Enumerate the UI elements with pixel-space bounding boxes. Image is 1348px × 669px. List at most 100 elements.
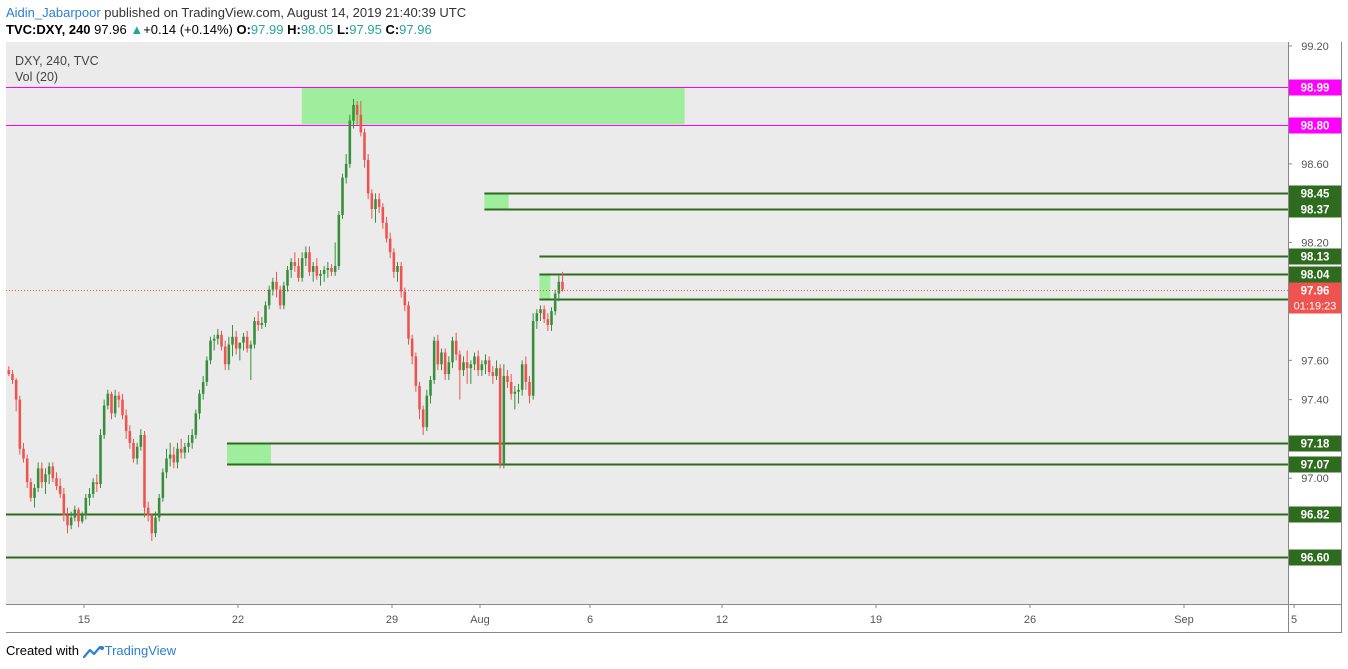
close-label: C: <box>385 22 400 37</box>
candle-body-81 <box>304 252 308 259</box>
low-label: L: <box>336 22 350 37</box>
magenta-level-label-1: 98.80 <box>1301 121 1330 133</box>
candle-body-97 <box>363 132 366 160</box>
candle-body-111 <box>414 356 418 386</box>
candle-body-35 <box>135 446 139 459</box>
green-level-label-bg-0 <box>1289 185 1341 202</box>
candle-body-110 <box>410 338 414 357</box>
candle-body-69 <box>260 323 264 325</box>
low-value: 97.95 <box>349 22 382 37</box>
candle-body-22 <box>88 493 91 498</box>
candle-body-96 <box>359 114 363 133</box>
time-tick-2: 29 <box>386 614 398 626</box>
symbol-label[interactable]: TVC:DXY, 240 <box>6 22 91 37</box>
last-price: 97.96 <box>94 22 127 37</box>
green-level-label-bg-5 <box>1289 435 1341 452</box>
zone-3 <box>227 442 271 465</box>
time-tick-5: 12 <box>716 614 728 626</box>
candle-body-104 <box>388 238 392 253</box>
candle-body-56 <box>212 338 216 341</box>
candle-body-124 <box>462 362 465 371</box>
time-axis[interactable] <box>6 604 1288 632</box>
candle-body-9 <box>40 468 44 483</box>
candle-body-59 <box>223 346 227 365</box>
candle-body-117 <box>436 340 440 365</box>
candle-body-20 <box>80 515 84 522</box>
green-level-label-bg-3 <box>1289 266 1341 283</box>
candle-body-50 <box>190 434 194 443</box>
current-price-label-bg <box>1289 282 1341 299</box>
candle-body-88 <box>330 267 333 272</box>
green-level-label-8: 96.60 <box>1301 553 1330 565</box>
candle-body-54 <box>205 360 209 382</box>
candle-body-139 <box>517 389 520 392</box>
green-level-label-1: 98.37 <box>1301 205 1330 217</box>
candle-body-84 <box>315 266 319 276</box>
time-tick-7: 26 <box>1024 614 1036 626</box>
candle-body-28 <box>110 393 113 414</box>
tradingview-brand[interactable]: TradingView <box>104 643 177 658</box>
series-legend[interactable]: DXY, 240, TVC <box>15 54 99 68</box>
candle-body-51 <box>194 413 198 435</box>
price-tick-5: 97.00 <box>1301 473 1329 485</box>
candle-body-49 <box>187 442 190 447</box>
candle-body-113 <box>421 409 425 428</box>
candle-body-18 <box>73 509 77 518</box>
candle-body-121 <box>451 340 454 363</box>
magenta-level-label-bg-0 <box>1289 79 1341 96</box>
candle-body-5 <box>25 458 29 483</box>
candle-body-92 <box>344 163 348 178</box>
candle-body-44 <box>168 454 172 459</box>
zones-layer <box>227 87 685 465</box>
level-labels-layer: 98.9998.8098.4598.3798.1398.0497.9197.18… <box>1289 79 1341 566</box>
candle-body-100 <box>374 199 377 210</box>
candle-body-15 <box>62 493 66 516</box>
candle-body-33 <box>128 431 132 443</box>
green-level-label-0: 98.45 <box>1301 189 1330 201</box>
chart-legend[interactable]: DXY, 240, TVC Vol (20) <box>15 53 99 85</box>
green-level-label-2: 98.13 <box>1301 252 1330 264</box>
candle-body-90 <box>337 214 341 267</box>
price-tick-3: 97.60 <box>1301 355 1329 367</box>
high-label: H: <box>287 22 301 37</box>
green-level-label-bg-7 <box>1289 506 1341 523</box>
author-link[interactable]: Aidin_Jabarpoor <box>6 5 101 20</box>
candle-body-29 <box>113 395 117 414</box>
candle-body-12 <box>51 466 55 479</box>
candle-body-136 <box>506 376 509 382</box>
candle-body-86 <box>322 269 326 274</box>
candle-body-80 <box>300 258 304 278</box>
candle-body-72 <box>271 281 275 290</box>
price-tick-0: 99.20 <box>1301 41 1329 53</box>
candle-body-79 <box>297 266 300 278</box>
candle-body-140 <box>520 364 524 390</box>
candle-body-0 <box>7 370 11 375</box>
candle-body-150 <box>557 281 561 294</box>
price-tick-2: 98.20 <box>1301 237 1329 249</box>
countdown-label: 01:19:23 <box>1294 301 1337 313</box>
candle-body-145 <box>539 309 542 314</box>
candle-body-39 <box>150 515 154 534</box>
candle-body-8 <box>36 468 40 489</box>
volume-legend[interactable]: Vol (20) <box>15 70 59 84</box>
candle-body-122 <box>454 340 458 355</box>
open-label: O: <box>236 22 251 37</box>
candle-body-60 <box>227 344 231 365</box>
green-level-label-bg-1 <box>1289 201 1341 218</box>
candle-body-135 <box>502 376 506 465</box>
levels-layer <box>6 87 1288 559</box>
candle-body-78 <box>293 262 297 267</box>
candle-body-109 <box>407 305 410 339</box>
candle-body-91 <box>341 177 344 215</box>
candle-body-127 <box>473 356 476 365</box>
candle-body-76 <box>286 269 289 286</box>
candle-body-143 <box>531 321 535 396</box>
candle-body-10 <box>44 474 47 483</box>
time-tick-0: 15 <box>78 614 90 626</box>
candle-body-112 <box>418 385 421 410</box>
candle-body-17 <box>69 517 73 526</box>
change-up-icon: ▲ <box>130 22 144 37</box>
candle-body-71 <box>267 289 271 306</box>
candle-body-106 <box>396 266 399 272</box>
